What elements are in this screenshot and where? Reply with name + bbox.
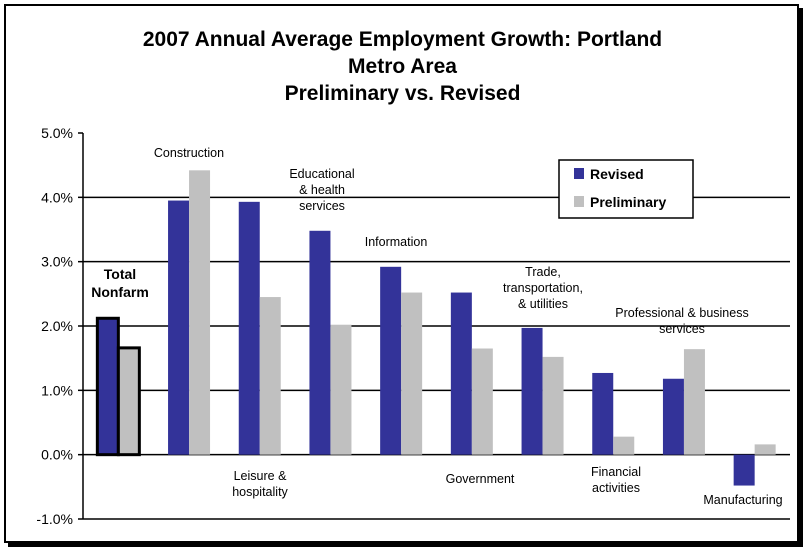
category-label: Construction — [154, 146, 224, 160]
chart-title-line-1: 2007 Annual Average Employment Growth: P… — [142, 28, 663, 51]
chart-title: 2007 Annual Average Employment Growth: P… — [0, 26, 805, 107]
y-tick-label: 0.0% — [41, 447, 73, 463]
y-tick-label: -1.0% — [36, 511, 73, 527]
bar-revised — [450, 292, 472, 455]
bar-preliminary — [401, 292, 423, 455]
bar-revised — [238, 201, 260, 455]
legend: Revised Preliminary — [558, 159, 694, 219]
bar-preliminary — [189, 170, 211, 455]
category-label: Information — [365, 235, 428, 249]
legend-label-revised: Revised — [590, 166, 644, 182]
y-tick-label: 3.0% — [41, 254, 73, 270]
bar-preliminary — [330, 324, 352, 455]
chart-title-line-3: Preliminary vs. Revised — [284, 82, 521, 105]
bar-revised — [95, 316, 120, 457]
category-label: Total Nonfarm — [91, 266, 149, 300]
y-tick-label: 2.0% — [41, 318, 73, 334]
category-label: Leisure & hospitality — [232, 469, 288, 499]
bar-preliminary — [754, 444, 776, 455]
y-tick-label: 4.0% — [41, 189, 73, 205]
bar-preliminary — [471, 348, 493, 455]
bar-revised — [309, 230, 331, 455]
bar-revised — [521, 327, 543, 455]
bar-preliminary — [542, 356, 564, 455]
legend-swatch-revised — [574, 168, 584, 179]
category-labels: Total Nonfarm Construction Leisure & hospita… — [91, 146, 782, 507]
category-label: Professional & business services — [615, 306, 748, 336]
category-label: Educational & health services — [289, 167, 354, 213]
category-label: Trade, transportation, & utilities — [503, 265, 583, 311]
bar-revised — [168, 200, 190, 455]
bar-revised — [592, 372, 614, 455]
legend-label-preliminary: Preliminary — [590, 194, 666, 210]
bar-preliminary — [683, 349, 705, 455]
chart-title-line-2: Metro Area — [348, 55, 457, 78]
y-tick-label: 5.0% — [41, 125, 73, 141]
bar-preliminary — [259, 297, 281, 455]
category-label: Government — [446, 472, 515, 486]
legend-swatch-preliminary — [574, 196, 584, 207]
bar-revised — [733, 454, 755, 486]
bar-revised — [380, 266, 402, 455]
y-tick-label: 1.0% — [41, 382, 73, 398]
y-axis: -1.0% 0.0% 1.0% 2.0% 3.0% 4.0% 5.0% — [36, 125, 84, 527]
category-label: Manufacturing — [703, 493, 782, 507]
bar-preliminary — [116, 346, 141, 457]
bar-preliminary — [613, 436, 635, 455]
bar-revised — [662, 378, 684, 455]
category-label: Financial activities — [591, 465, 641, 495]
bars — [95, 170, 776, 486]
